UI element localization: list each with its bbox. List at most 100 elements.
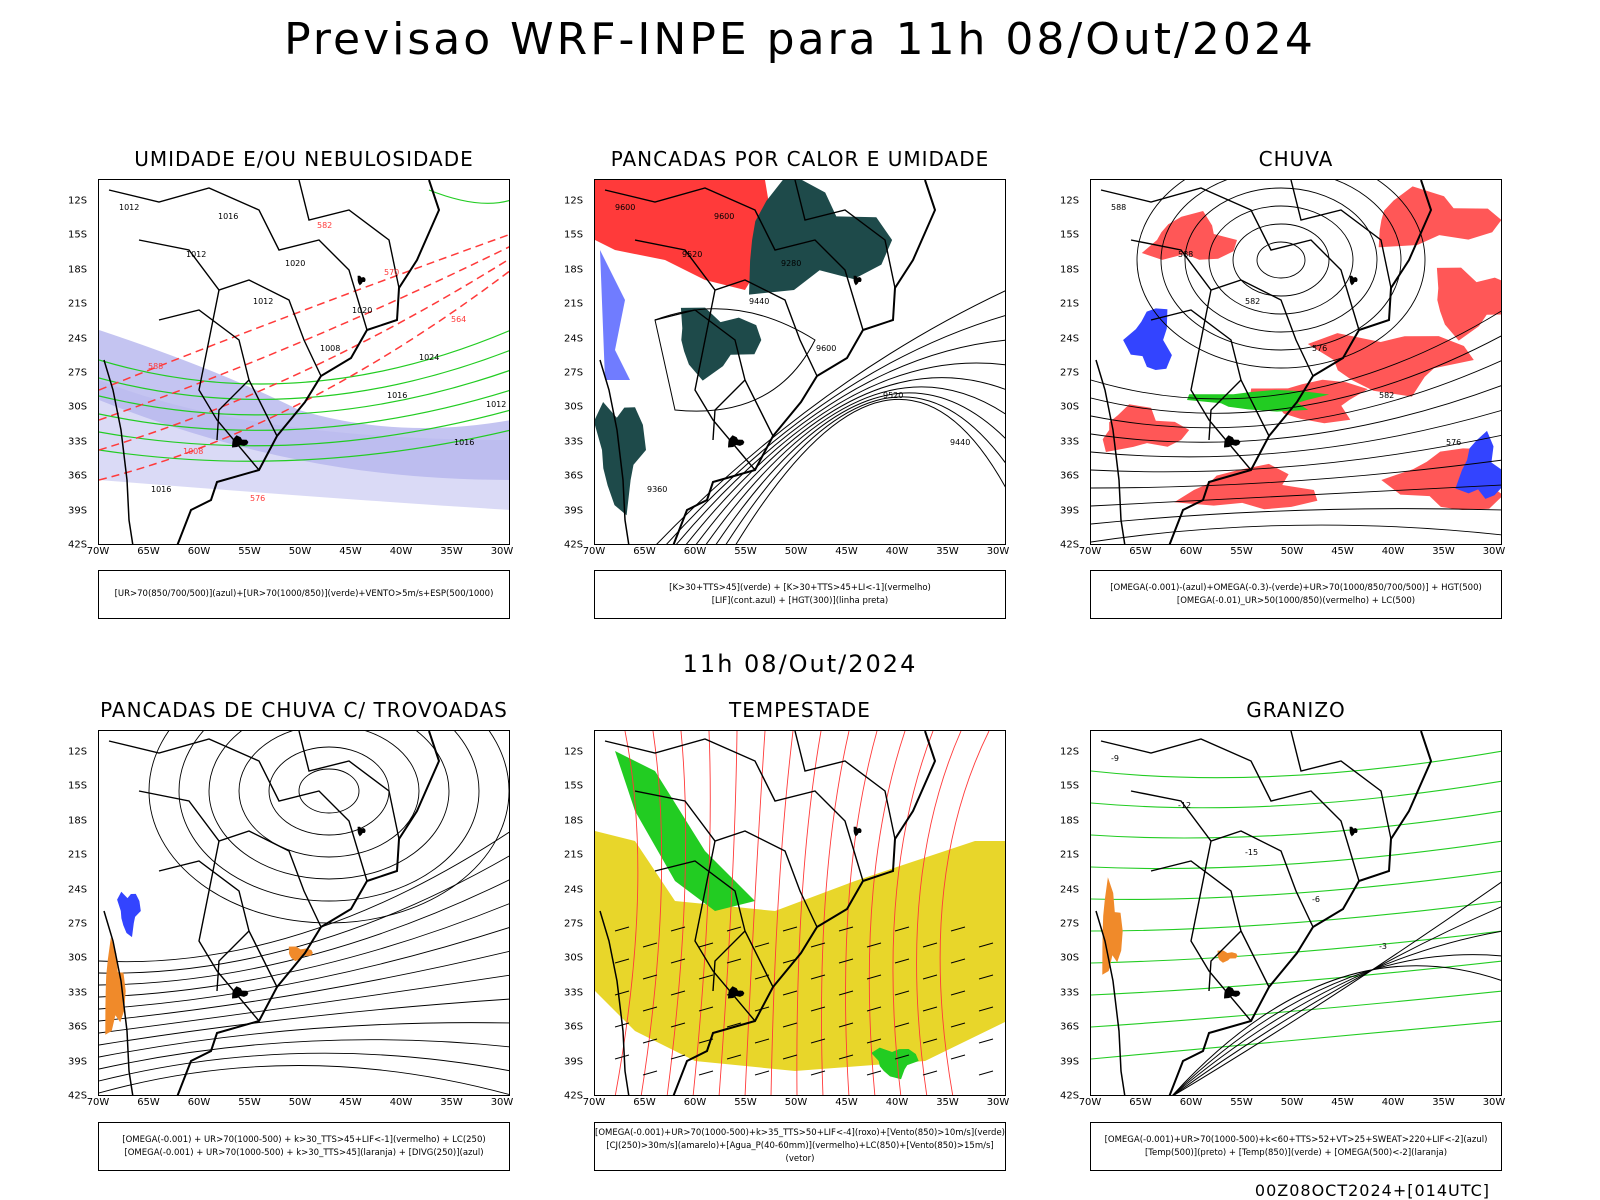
panel-title-tempestade: TEMPESTADE: [729, 698, 871, 722]
wind-vector: [698, 942, 714, 948]
wind-vector: [782, 1022, 798, 1028]
contour-label: 1016: [151, 485, 171, 494]
lon-label: 55W: [1230, 546, 1253, 557]
legend-line: [LIF](cont.azul) + [HGT(300)](linha pret…: [711, 595, 889, 606]
state-border: [1190, 840, 1252, 1022]
lat-label: 24S: [68, 884, 88, 896]
lat-label: 18S: [68, 264, 88, 276]
lake: [1349, 826, 1358, 837]
wind-vector: [670, 990, 686, 996]
wind-vector: [922, 942, 938, 948]
wind-vector: [978, 1070, 994, 1076]
contour-label: 1016: [454, 438, 474, 447]
coastline: [1095, 359, 1126, 544]
lat-label: 30S: [1060, 401, 1080, 413]
state-border: [604, 187, 864, 331]
lat-label: 21S: [1060, 849, 1080, 861]
contour-label: 9360: [647, 485, 667, 494]
wind-vector: [894, 1054, 910, 1060]
wind-vector: [922, 1070, 938, 1076]
temp500-contour: [1172, 965, 1501, 1095]
lon-label: 60W: [683, 1097, 707, 1108]
lon-label: 35W: [440, 1097, 463, 1108]
lon-label: 60W: [187, 546, 211, 557]
temp500-contour: [1173, 881, 1501, 1095]
wind-vector: [838, 958, 854, 964]
state-border: [654, 309, 774, 437]
lat-label: 27S: [1060, 367, 1080, 379]
lat-label: 39S: [1060, 1056, 1080, 1068]
lon-label: 55W: [734, 546, 757, 557]
map-panel-pancadas-calor: 9600 9520 9440 9600 9520 9440 9360 9600 9280: [594, 179, 1006, 545]
hgt500-contour: [1208, 205, 1354, 315]
instability-teal-area: [749, 180, 893, 295]
state-border: [1290, 731, 1392, 840]
state-border: [604, 738, 864, 882]
legend-line: [K>30+TTS>45](verde) + [K>30+TTS>45+LI<-…: [669, 582, 931, 593]
streamline: [298, 768, 360, 814]
state-border: [794, 731, 896, 840]
wind-vector: [810, 1006, 826, 1012]
contour-label: 9280: [781, 259, 801, 268]
wind-vector: [978, 1006, 994, 1012]
hgt300-contour: [666, 315, 1005, 544]
streamline: [1091, 508, 1501, 525]
state-border: [654, 860, 774, 988]
map-panel-umidade: 1012 1012 1012 1008 1016 1016 1016 1016 1020 1020…: [98, 179, 510, 545]
contour-label: 1020: [285, 259, 305, 268]
lc850-streamline: [845, 731, 878, 1095]
lc850-streamline: [868, 731, 906, 1095]
map-canvas-granizo: -9 -12 -15 -6 -3: [1091, 731, 1501, 1095]
hgt300-contour: [715, 392, 1005, 544]
wind-vector: [950, 990, 966, 996]
lat-label: 33S: [564, 987, 584, 999]
humidity-contour: [99, 370, 509, 416]
legend-line: [OMEGA(-0.001) + UR>70(1000-500) + k>30_…: [124, 1147, 484, 1158]
lon-label: 50W: [784, 546, 808, 557]
rain-red-area: [1102, 404, 1190, 452]
lif-area: [600, 250, 630, 380]
lagoon: [728, 986, 745, 999]
lat-label: 27S: [564, 367, 584, 379]
humidity-contour: [99, 409, 509, 447]
streamline: [268, 746, 390, 836]
temp850-contour: [1091, 780, 1501, 809]
panel-title-pancadas-trovoadas: PANCADAS DE CHUVA C/ TROVOADAS: [100, 698, 508, 722]
wind-vector: [922, 1006, 938, 1012]
legend-granizo: [OMEGA(-0.001)+UR>70(1000-500)+k<60+TTS>…: [1090, 1122, 1502, 1171]
hgt300-contour: [656, 290, 1005, 544]
lat-label: 42S: [68, 539, 88, 551]
lat-label: 18S: [1060, 264, 1080, 276]
wind-vector: [698, 1070, 714, 1076]
lon-label: 60W: [1179, 1097, 1203, 1108]
omega-orange: [1217, 950, 1238, 963]
hgt300-contour: [654, 308, 816, 412]
state-border: [1150, 860, 1270, 988]
state-border: [138, 790, 322, 928]
map-canvas-chuva: 588 588 582 576 582 576: [1091, 180, 1501, 544]
wind-vector: [642, 1038, 658, 1044]
map-panel-granizo: -9 -12 -15 -6 -3: [1090, 730, 1502, 1096]
temp850-contour: [1091, 810, 1501, 839]
lon-label: 50W: [1280, 546, 1304, 557]
contour-label: -3: [1379, 942, 1387, 951]
lat-label: 42S: [1060, 1090, 1080, 1102]
lat-label: 15S: [564, 780, 584, 792]
wind-vector: [726, 926, 742, 932]
wind-vector: [894, 1022, 910, 1028]
wind-vector: [950, 926, 966, 932]
coastline: [1095, 910, 1126, 1095]
contour-label: 588: [148, 362, 163, 371]
streamline: [1091, 385, 1501, 443]
wind-vector: [726, 1054, 742, 1060]
lagoon: [1224, 435, 1241, 448]
lon-label: 70W: [1078, 1097, 1102, 1108]
contour-label: 582: [1245, 297, 1260, 306]
rain-blue-area: [1123, 308, 1172, 370]
lon-label: 45W: [835, 546, 858, 557]
hgt500-contour: [1136, 180, 1426, 369]
wind-vector: [726, 958, 742, 964]
lat-label: 42S: [564, 539, 584, 551]
wind-vector: [642, 1070, 658, 1076]
legend-line: [OMEGA(-0.001)-(azul)+OMEGA(-0.3)-(verde…: [1110, 582, 1482, 593]
